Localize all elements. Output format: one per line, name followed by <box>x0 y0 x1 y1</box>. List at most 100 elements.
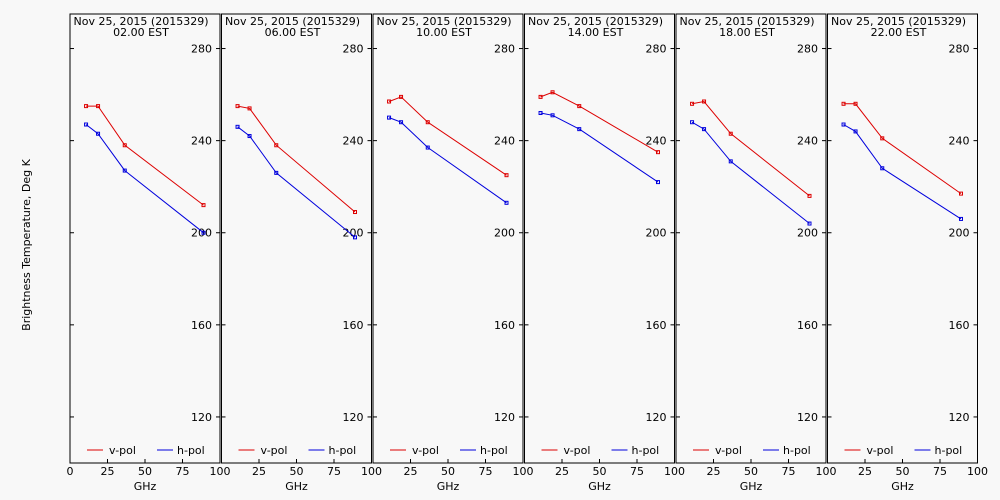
y-tick-label: 120 <box>797 411 818 424</box>
v-pol-point <box>853 101 858 106</box>
y-tick-label: 120 <box>949 411 970 424</box>
y-tick-label: 240 <box>646 135 667 148</box>
panel-frame <box>372 13 524 464</box>
h-pol-point <box>880 166 885 171</box>
v-pol-point <box>538 94 543 99</box>
y-tick-label: 160 <box>494 319 515 332</box>
v-pol-line <box>237 105 356 213</box>
x-axis-label: GHz <box>134 480 157 493</box>
h-pol-point <box>702 127 707 132</box>
h-pol-point <box>274 170 279 175</box>
x-tick-label: 25 <box>252 465 266 478</box>
h-pol-point <box>853 129 858 134</box>
x-tick-label: 75 <box>327 465 341 478</box>
h-pol-point <box>84 122 89 127</box>
y-tick-label: 280 <box>494 43 515 56</box>
h-pol-line <box>843 124 962 220</box>
v-pol-point <box>728 131 733 136</box>
panel-title: Nov 25, 2015 (2015329) <box>73 15 208 28</box>
v-pol-point <box>425 120 430 125</box>
panel-5: Nov 25, 2015 (2015329)18.00 EST 120 160 200… <box>675 13 837 493</box>
y-tick-label: 240 <box>494 135 515 148</box>
panel-frame <box>675 13 827 464</box>
x-tick-label: 50 <box>896 465 910 478</box>
x-tick-label: 0 <box>67 465 74 478</box>
legend-h-pol-label: h-pol <box>632 444 660 457</box>
v-pol-point <box>387 99 392 104</box>
y-tick-label: 240 <box>191 135 212 148</box>
y-tick-label: 160 <box>191 319 212 332</box>
x-tick-label: 75 <box>782 465 796 478</box>
v-pol-point <box>959 191 963 196</box>
v-pol-point <box>84 104 89 109</box>
y-tick-label: 120 <box>646 411 667 424</box>
v-pol-point <box>122 143 127 148</box>
h-pol-point <box>399 120 404 125</box>
panel-time: 06.00 EST <box>265 26 321 39</box>
x-tick-label: 50 <box>138 465 152 478</box>
v-pol-point <box>690 101 695 106</box>
x-tick-label: 50 <box>593 465 607 478</box>
y-tick-label: 160 <box>797 319 818 332</box>
y-tick-label: 240 <box>949 135 970 148</box>
v-pol-line <box>691 100 810 197</box>
legend-v-pol-label: v-pol <box>261 444 288 457</box>
v-pol-line <box>388 96 507 176</box>
v-pol-point <box>96 104 101 109</box>
y-tick-label: 280 <box>343 43 364 56</box>
legend-v-pol-label: v-pol <box>109 444 136 457</box>
v-pol-point <box>656 150 660 155</box>
y-tick-label: 200 <box>646 227 667 240</box>
x-tick-label: 75 <box>479 465 493 478</box>
legend-v-pol-label: v-pol <box>564 444 591 457</box>
x-tick-label: 100 <box>210 465 231 478</box>
y-tick-label: 240 <box>343 135 364 148</box>
h-pol-line <box>388 117 507 204</box>
x-axis-label: GHz <box>891 480 914 493</box>
y-tick-label: 200 <box>949 227 970 240</box>
panel-time: 14.00 EST <box>568 26 624 39</box>
y-tick-label: 280 <box>949 43 970 56</box>
y-tick-label: 120 <box>191 411 212 424</box>
x-axis-label: GHz <box>740 480 763 493</box>
v-pol-point <box>247 106 252 111</box>
x-tick-label: 100 <box>513 465 534 478</box>
v-pol-point <box>201 203 206 208</box>
y-tick-label: 200 <box>494 227 515 240</box>
panel-3: Nov 25, 2015 (2015329)10.00 EST 120 160 200… <box>372 13 534 493</box>
h-pol-point <box>425 145 430 150</box>
y-tick-label: 280 <box>797 43 818 56</box>
h-pol-point <box>841 122 846 127</box>
v-pol-point <box>274 143 279 148</box>
legend-h-pol-label: h-pol <box>783 444 811 457</box>
y-axis-label: Brightness Temperature, Deg K <box>20 158 33 330</box>
x-tick-label: 100 <box>361 465 382 478</box>
panel-time: 22.00 EST <box>871 26 927 39</box>
x-tick-label: 100 <box>816 465 837 478</box>
x-tick-label: 50 <box>744 465 758 478</box>
legend-h-pol-label: h-pol <box>177 444 205 457</box>
x-tick-label: 50 <box>441 465 455 478</box>
h-pol-line <box>237 126 356 238</box>
x-axis-label: GHz <box>437 480 460 493</box>
x-axis-label: GHz <box>285 480 308 493</box>
h-pol-line <box>85 124 204 234</box>
h-pol-point <box>387 115 392 120</box>
legend-v-pol-label: v-pol <box>867 444 894 457</box>
h-pol-point <box>577 127 582 132</box>
panel-6: Nov 25, 2015 (2015329)22.00 EST 120 160 200… <box>827 13 988 493</box>
x-tick-label: 25 <box>858 465 872 478</box>
v-pol-point <box>702 99 707 104</box>
v-pol-point <box>235 104 240 109</box>
panel-2: Nov 25, 2015 (2015329)06.00 EST 120 160 200… <box>221 13 382 493</box>
y-tick-label: 120 <box>343 411 364 424</box>
panel-title: Nov 25, 2015 (2015329) <box>528 15 663 28</box>
x-tick-label: 100 <box>664 465 685 478</box>
v-pol-line <box>540 91 659 153</box>
h-pol-point <box>728 159 733 164</box>
y-tick-label: 120 <box>494 411 515 424</box>
panel-title: Nov 25, 2015 (2015329) <box>376 15 511 28</box>
v-pol-point <box>807 193 812 198</box>
h-pol-line <box>540 112 659 183</box>
v-pol-point <box>399 94 404 99</box>
